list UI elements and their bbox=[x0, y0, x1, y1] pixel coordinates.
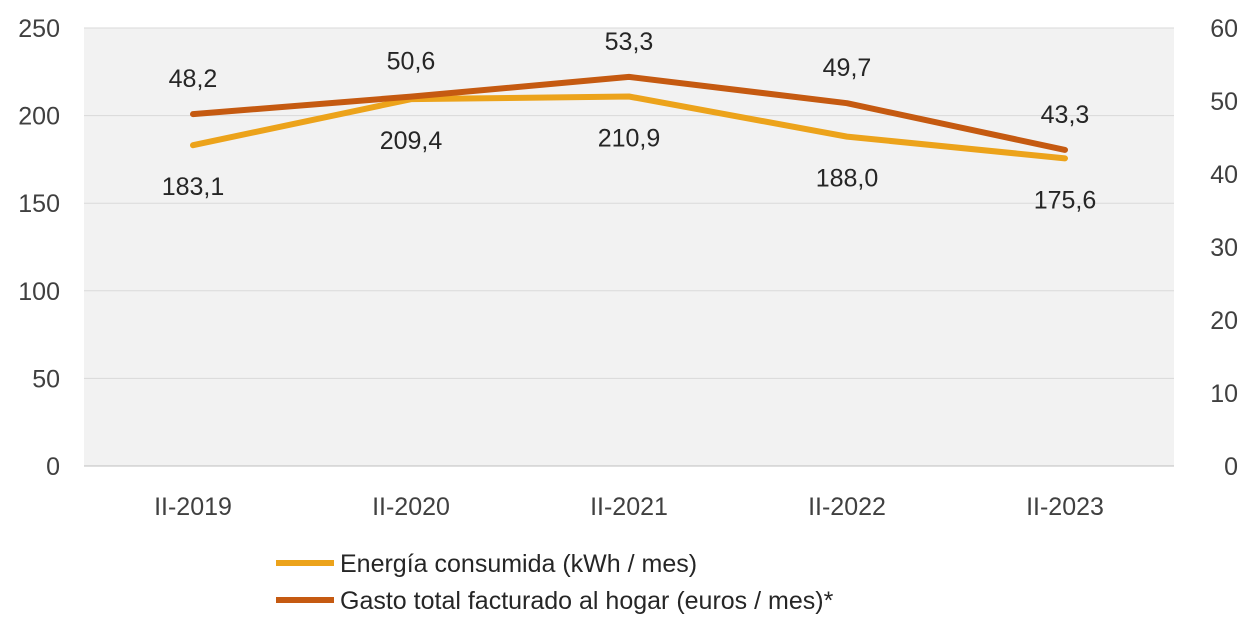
y-right-tick-label: 0 bbox=[1224, 453, 1238, 481]
y-left-tick-label: 50 bbox=[32, 365, 60, 393]
x-tick-label: II-2021 bbox=[590, 493, 668, 521]
gridlines bbox=[84, 27, 1174, 467]
y-right-tick-label: 20 bbox=[1210, 307, 1238, 335]
legend-label-gasto: Gasto total facturado al hogar (euros / … bbox=[340, 587, 834, 615]
y-right-tick-label: 60 bbox=[1210, 15, 1238, 43]
left-axis: 0 50 100 150 200 250 bbox=[18, 15, 60, 481]
x-axis: II-2019 II-2020 II-2021 II-2022 II-2023 bbox=[154, 493, 1104, 521]
series-lines bbox=[190, 73, 1068, 162]
x-tick-label: II-2020 bbox=[372, 493, 450, 521]
plot-area bbox=[84, 28, 1174, 466]
data-label-gasto: 43,3 bbox=[1041, 101, 1090, 129]
data-label-gasto: 49,7 bbox=[823, 54, 872, 82]
x-tick-label: II-2023 bbox=[1026, 493, 1104, 521]
y-right-tick-label: 50 bbox=[1210, 88, 1238, 116]
y-right-tick-label: 30 bbox=[1210, 234, 1238, 262]
series-line-gasto bbox=[190, 73, 1068, 153]
series-line-energia bbox=[190, 93, 1068, 162]
y-left-tick-label: 200 bbox=[18, 103, 60, 131]
legend-label-energia: Energía consumida (kWh / mes) bbox=[340, 550, 697, 578]
legend: Energía consumida (kWh / mes) Gasto tota… bbox=[276, 550, 834, 615]
data-label-gasto: 48,2 bbox=[169, 65, 218, 93]
y-left-tick-label: 150 bbox=[18, 190, 60, 218]
data-label-gasto: 50,6 bbox=[387, 48, 436, 76]
x-tick-label: II-2022 bbox=[808, 493, 886, 521]
y-left-tick-label: 250 bbox=[18, 15, 60, 43]
y-left-tick-label: 0 bbox=[46, 453, 60, 481]
y-left-tick-label: 100 bbox=[18, 278, 60, 306]
data-labels: 183,1 209,4 210,9 188,0 175,6 48,2 50,6 53,3 49,… bbox=[162, 28, 1097, 214]
data-label-gasto: 53,3 bbox=[605, 28, 654, 56]
y-right-tick-label: 10 bbox=[1210, 380, 1238, 408]
data-label-energia: 183,1 bbox=[162, 173, 225, 201]
data-label-energia: 175,6 bbox=[1034, 186, 1097, 214]
y-right-tick-label: 40 bbox=[1210, 161, 1238, 189]
x-tick-label: II-2019 bbox=[154, 493, 232, 521]
data-label-energia: 188,0 bbox=[816, 165, 879, 193]
data-label-energia: 209,4 bbox=[380, 127, 443, 155]
right-axis: 0 10 20 30 40 50 60 bbox=[1210, 15, 1238, 481]
data-label-energia: 210,9 bbox=[598, 125, 661, 153]
